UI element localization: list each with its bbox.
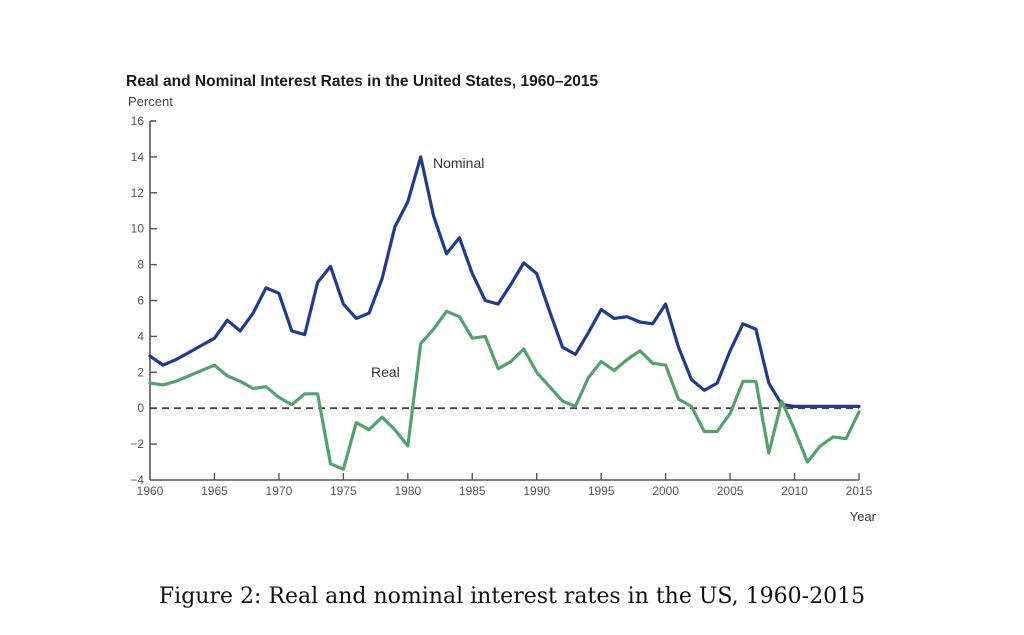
x-axis-title: Year (850, 509, 877, 524)
series-layer (148, 155, 861, 471)
x-tick-label: 1985 (459, 484, 486, 498)
x-tick-label: 2005 (717, 484, 744, 498)
x-tick-label: 1975 (330, 484, 357, 498)
x-tick-label: 2010 (781, 484, 808, 498)
x-tick-label: 1995 (588, 484, 615, 498)
x-tick-label: 1960 (137, 484, 164, 498)
x-tick-label: 2000 (652, 484, 679, 498)
chart-title: Real and Nominal Interest Rates in the U… (126, 73, 598, 90)
series-line-real (148, 309, 861, 471)
x-tick-label: 2015 (846, 484, 873, 498)
y-tick-label: 12 (131, 186, 145, 200)
series-line-nominal (148, 155, 861, 408)
x-tick-label: 1980 (394, 484, 421, 498)
y-tick-label: 8 (137, 258, 144, 272)
y-axis-title: Percent (128, 94, 173, 109)
y-tick-label: −4 (130, 473, 144, 487)
axes: −4 −2 0 2 4 6 8 10 12 14 16 1960 1965 1970 1975 1980 198… (130, 114, 872, 498)
y-tick-label: 6 (137, 294, 144, 308)
y-tick-label: 2 (137, 365, 144, 379)
x-tick-label: 1965 (201, 484, 228, 498)
y-tick-label: 16 (131, 114, 145, 128)
figure-caption: Figure 2: Real and nominal interest rate… (158, 584, 866, 609)
x-tick-label: 1990 (523, 484, 550, 498)
x-tick-label: 1970 (266, 484, 293, 498)
y-tick-label: 14 (131, 150, 145, 164)
y-tick-label: 4 (137, 329, 144, 343)
y-tick-label: −2 (130, 437, 144, 451)
series-label-real: Real (371, 364, 400, 380)
y-tick-label: 0 (137, 401, 144, 415)
y-tick-label: 10 (131, 222, 145, 236)
series-label-nominal: Nominal (433, 155, 484, 171)
